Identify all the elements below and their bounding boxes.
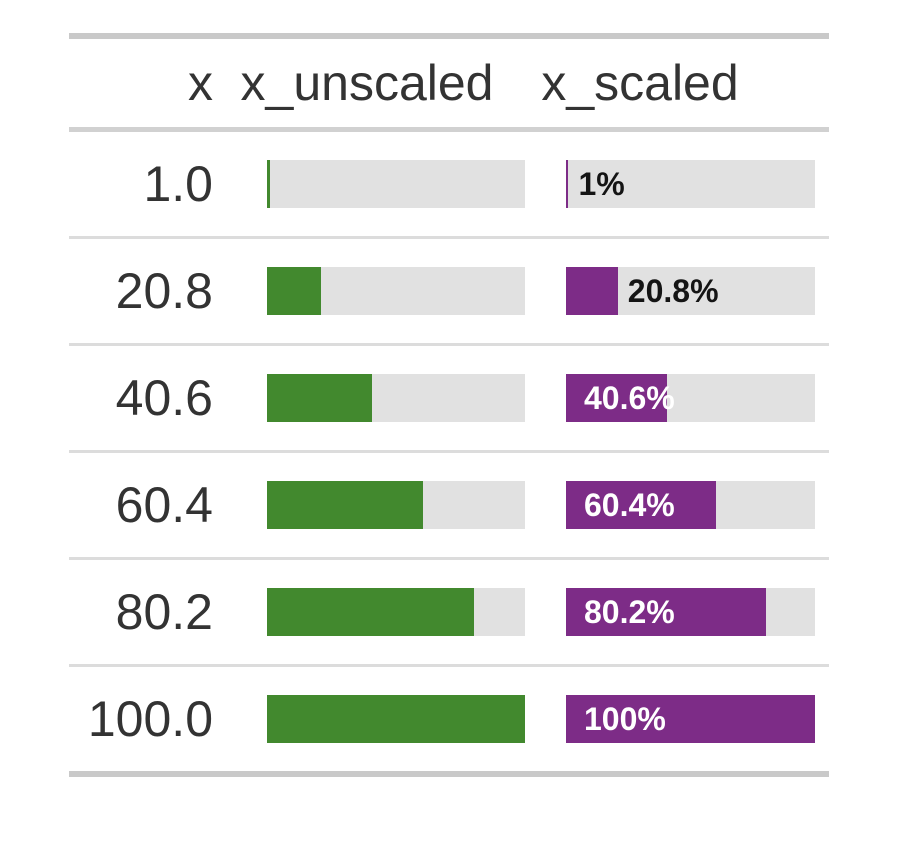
scaled-bar-track: 1% [566, 160, 815, 208]
unscaled-bar-track [267, 588, 525, 636]
table-row: 100.0 100% [69, 664, 829, 771]
table-row: 40.6 40.6% [69, 343, 829, 450]
table-header-row: x x_unscaled x_scaled [69, 39, 829, 132]
scaled-bar-fill [566, 160, 569, 208]
scaled-bar-cell: 60.4% [539, 481, 829, 529]
scaled-bar-cell: 100% [539, 695, 829, 743]
unscaled-bar-fill [267, 374, 372, 422]
scaled-bar-cell: 80.2% [539, 588, 829, 636]
scaled-bar-track: 80.2% [566, 588, 815, 636]
data-table: x x_unscaled x_scaled 1.0 1% 20.8 [69, 33, 829, 777]
unscaled-bar-cell [229, 160, 539, 208]
bar-label-inside: 100% [584, 701, 666, 737]
scaled-bar-cell: 40.6% [539, 374, 829, 422]
bar-label-inside: 40.6% [584, 380, 675, 416]
unscaled-bar-fill [267, 267, 321, 315]
unscaled-bar-track [267, 267, 525, 315]
unscaled-bar-fill [267, 481, 423, 529]
scaled-bar-fill [566, 267, 618, 315]
x-value: 20.8 [115, 263, 213, 319]
column-header-x-unscaled: x_unscaled [240, 55, 494, 111]
x-value: 40.6 [115, 370, 213, 426]
unscaled-bar-fill [267, 588, 474, 636]
unscaled-bar-cell [229, 588, 539, 636]
unscaled-bar-track [267, 695, 525, 743]
unscaled-bar-cell [229, 695, 539, 743]
unscaled-bar-cell [229, 481, 539, 529]
unscaled-bar-fill [267, 160, 270, 208]
x-value: 80.2 [115, 584, 213, 640]
x-value: 1.0 [143, 156, 213, 212]
scaled-bar-track: 60.4% [566, 481, 815, 529]
bar-label-inside: 60.4% [584, 487, 675, 523]
scaled-bar-fill: 80.2% [566, 588, 766, 636]
table-row: 20.8 20.8% [69, 236, 829, 343]
table-row: 60.4 60.4% [69, 450, 829, 557]
bar-label-inside: 80.2% [584, 594, 675, 630]
scaled-bar-track: 100% [566, 695, 815, 743]
table-row: 1.0 1% [69, 132, 829, 236]
unscaled-bar-fill [267, 695, 525, 743]
bar-label-outside: 1% [578, 166, 625, 202]
scaled-bar-fill: 40.6% [566, 374, 675, 422]
bar-label-outside: 20.8% [627, 273, 719, 309]
scaled-bar-track: 40.6% [566, 374, 815, 422]
scaled-bar-cell: 20.8% [539, 267, 829, 315]
scaled-bar-cell: 1% [539, 160, 829, 208]
x-value: 60.4 [115, 477, 213, 533]
unscaled-bar-track [267, 160, 525, 208]
scaled-bar-fill: 60.4% [566, 481, 717, 529]
unscaled-bar-cell [229, 267, 539, 315]
unscaled-bar-track [267, 481, 525, 529]
scaled-bar-track: 20.8% [566, 267, 815, 315]
unscaled-bar-track [267, 374, 525, 422]
unscaled-bar-cell [229, 374, 539, 422]
column-header-x: x [188, 55, 213, 111]
scaled-bar-fill: 100% [566, 695, 815, 743]
column-header-x-scaled: x_scaled [541, 55, 739, 111]
table-row: 80.2 80.2% [69, 557, 829, 664]
x-value: 100.0 [87, 691, 213, 747]
